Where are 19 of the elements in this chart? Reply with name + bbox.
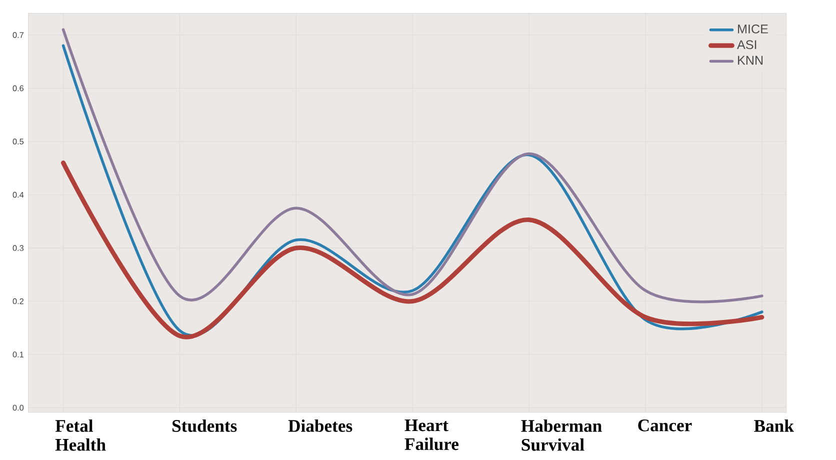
x-tick-label: Cancer (638, 420, 692, 432)
x-tick-label: Students (172, 420, 237, 432)
legend-label: ASI (737, 40, 756, 50)
x-tick-label: Diabetes (288, 420, 352, 432)
line-series (60, 160, 764, 340)
x-tick-label: Bank (754, 420, 794, 432)
x-tick-label: Haberman Survival (521, 420, 602, 451)
x-tick-label: Fetal Health (55, 420, 106, 451)
y-tick-label: 0.7 (12, 32, 24, 38)
y-tick-label: 0.1 (12, 352, 24, 358)
legend-label: KNN (738, 56, 763, 65)
y-tick-label: 0.4 (12, 192, 24, 198)
y-tick-label: 0.6 (12, 86, 24, 92)
y-tick-label: 0.3 (12, 245, 24, 252)
y-tick-label: 0.0 (12, 404, 24, 411)
x-tick-label: Heart Failure (404, 420, 458, 450)
legend-label: MICE (738, 24, 768, 34)
y-tick-label: 0.2 (12, 298, 24, 304)
y-tick-label: 0.5 (12, 138, 24, 145)
